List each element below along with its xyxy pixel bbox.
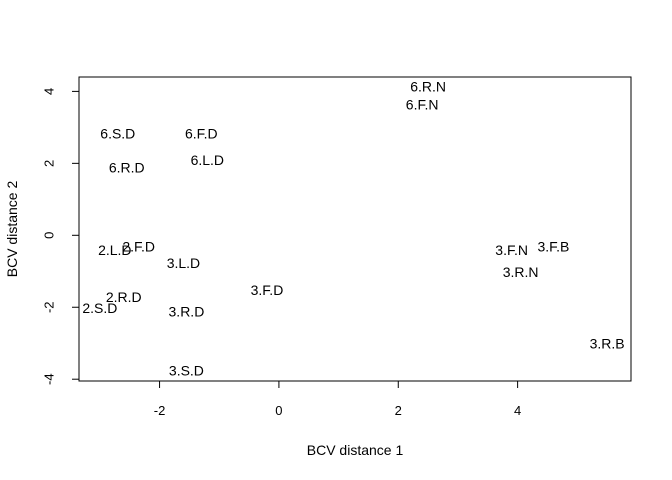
x-tick-label: -2 bbox=[154, 403, 166, 418]
point-label: 3.R.N bbox=[503, 264, 539, 280]
point-label: 3.R.D bbox=[169, 303, 205, 319]
point-label: 3.F.N bbox=[495, 242, 528, 258]
point-label: 2.R.D bbox=[106, 289, 142, 305]
point-label: 2.S.D bbox=[82, 300, 117, 316]
point-label: 6.R.D bbox=[109, 159, 145, 175]
x-tick-label: 2 bbox=[395, 403, 402, 418]
y-tick-label: -4 bbox=[41, 373, 56, 385]
point-label: 6.R.N bbox=[410, 78, 446, 94]
point-label: 2.L.D bbox=[98, 242, 131, 258]
point-label: 6.S.D bbox=[100, 125, 135, 141]
point-label: 6.F.N bbox=[406, 96, 439, 112]
point-label: 3.L.D bbox=[167, 255, 200, 271]
point-label: 3.R.B bbox=[590, 336, 625, 352]
point-label: 3.F.B bbox=[537, 239, 569, 255]
y-tick-label: 0 bbox=[41, 232, 56, 239]
x-tick-label: 4 bbox=[514, 403, 521, 418]
x-tick-label: 0 bbox=[275, 403, 282, 418]
point-label: 2.F.D bbox=[122, 239, 155, 255]
y-axis: -4 -2 0 2 4 bbox=[41, 88, 80, 385]
y-tick-label: -2 bbox=[41, 301, 56, 313]
point-label: 3.F.D bbox=[251, 282, 284, 298]
y-tick-label: 4 bbox=[41, 88, 56, 95]
point-labels: 6.R.N 6.F.N 6.S.D 6.F.D 6.L.D 6.R.D 2.F.D2.L.D… bbox=[82, 78, 624, 378]
point-label: 6.F.D bbox=[185, 125, 218, 141]
y-axis-title: BCV distance 2 bbox=[4, 181, 20, 278]
y-tick-label: 2 bbox=[41, 160, 56, 167]
point-label: 6.L.D bbox=[191, 152, 224, 168]
x-axis: -2 0 2 4 bbox=[154, 380, 521, 418]
x-axis-title: BCV distance 1 bbox=[307, 442, 404, 458]
point-label: 3.S.D bbox=[169, 363, 204, 379]
plot-area-box bbox=[78, 76, 632, 382]
